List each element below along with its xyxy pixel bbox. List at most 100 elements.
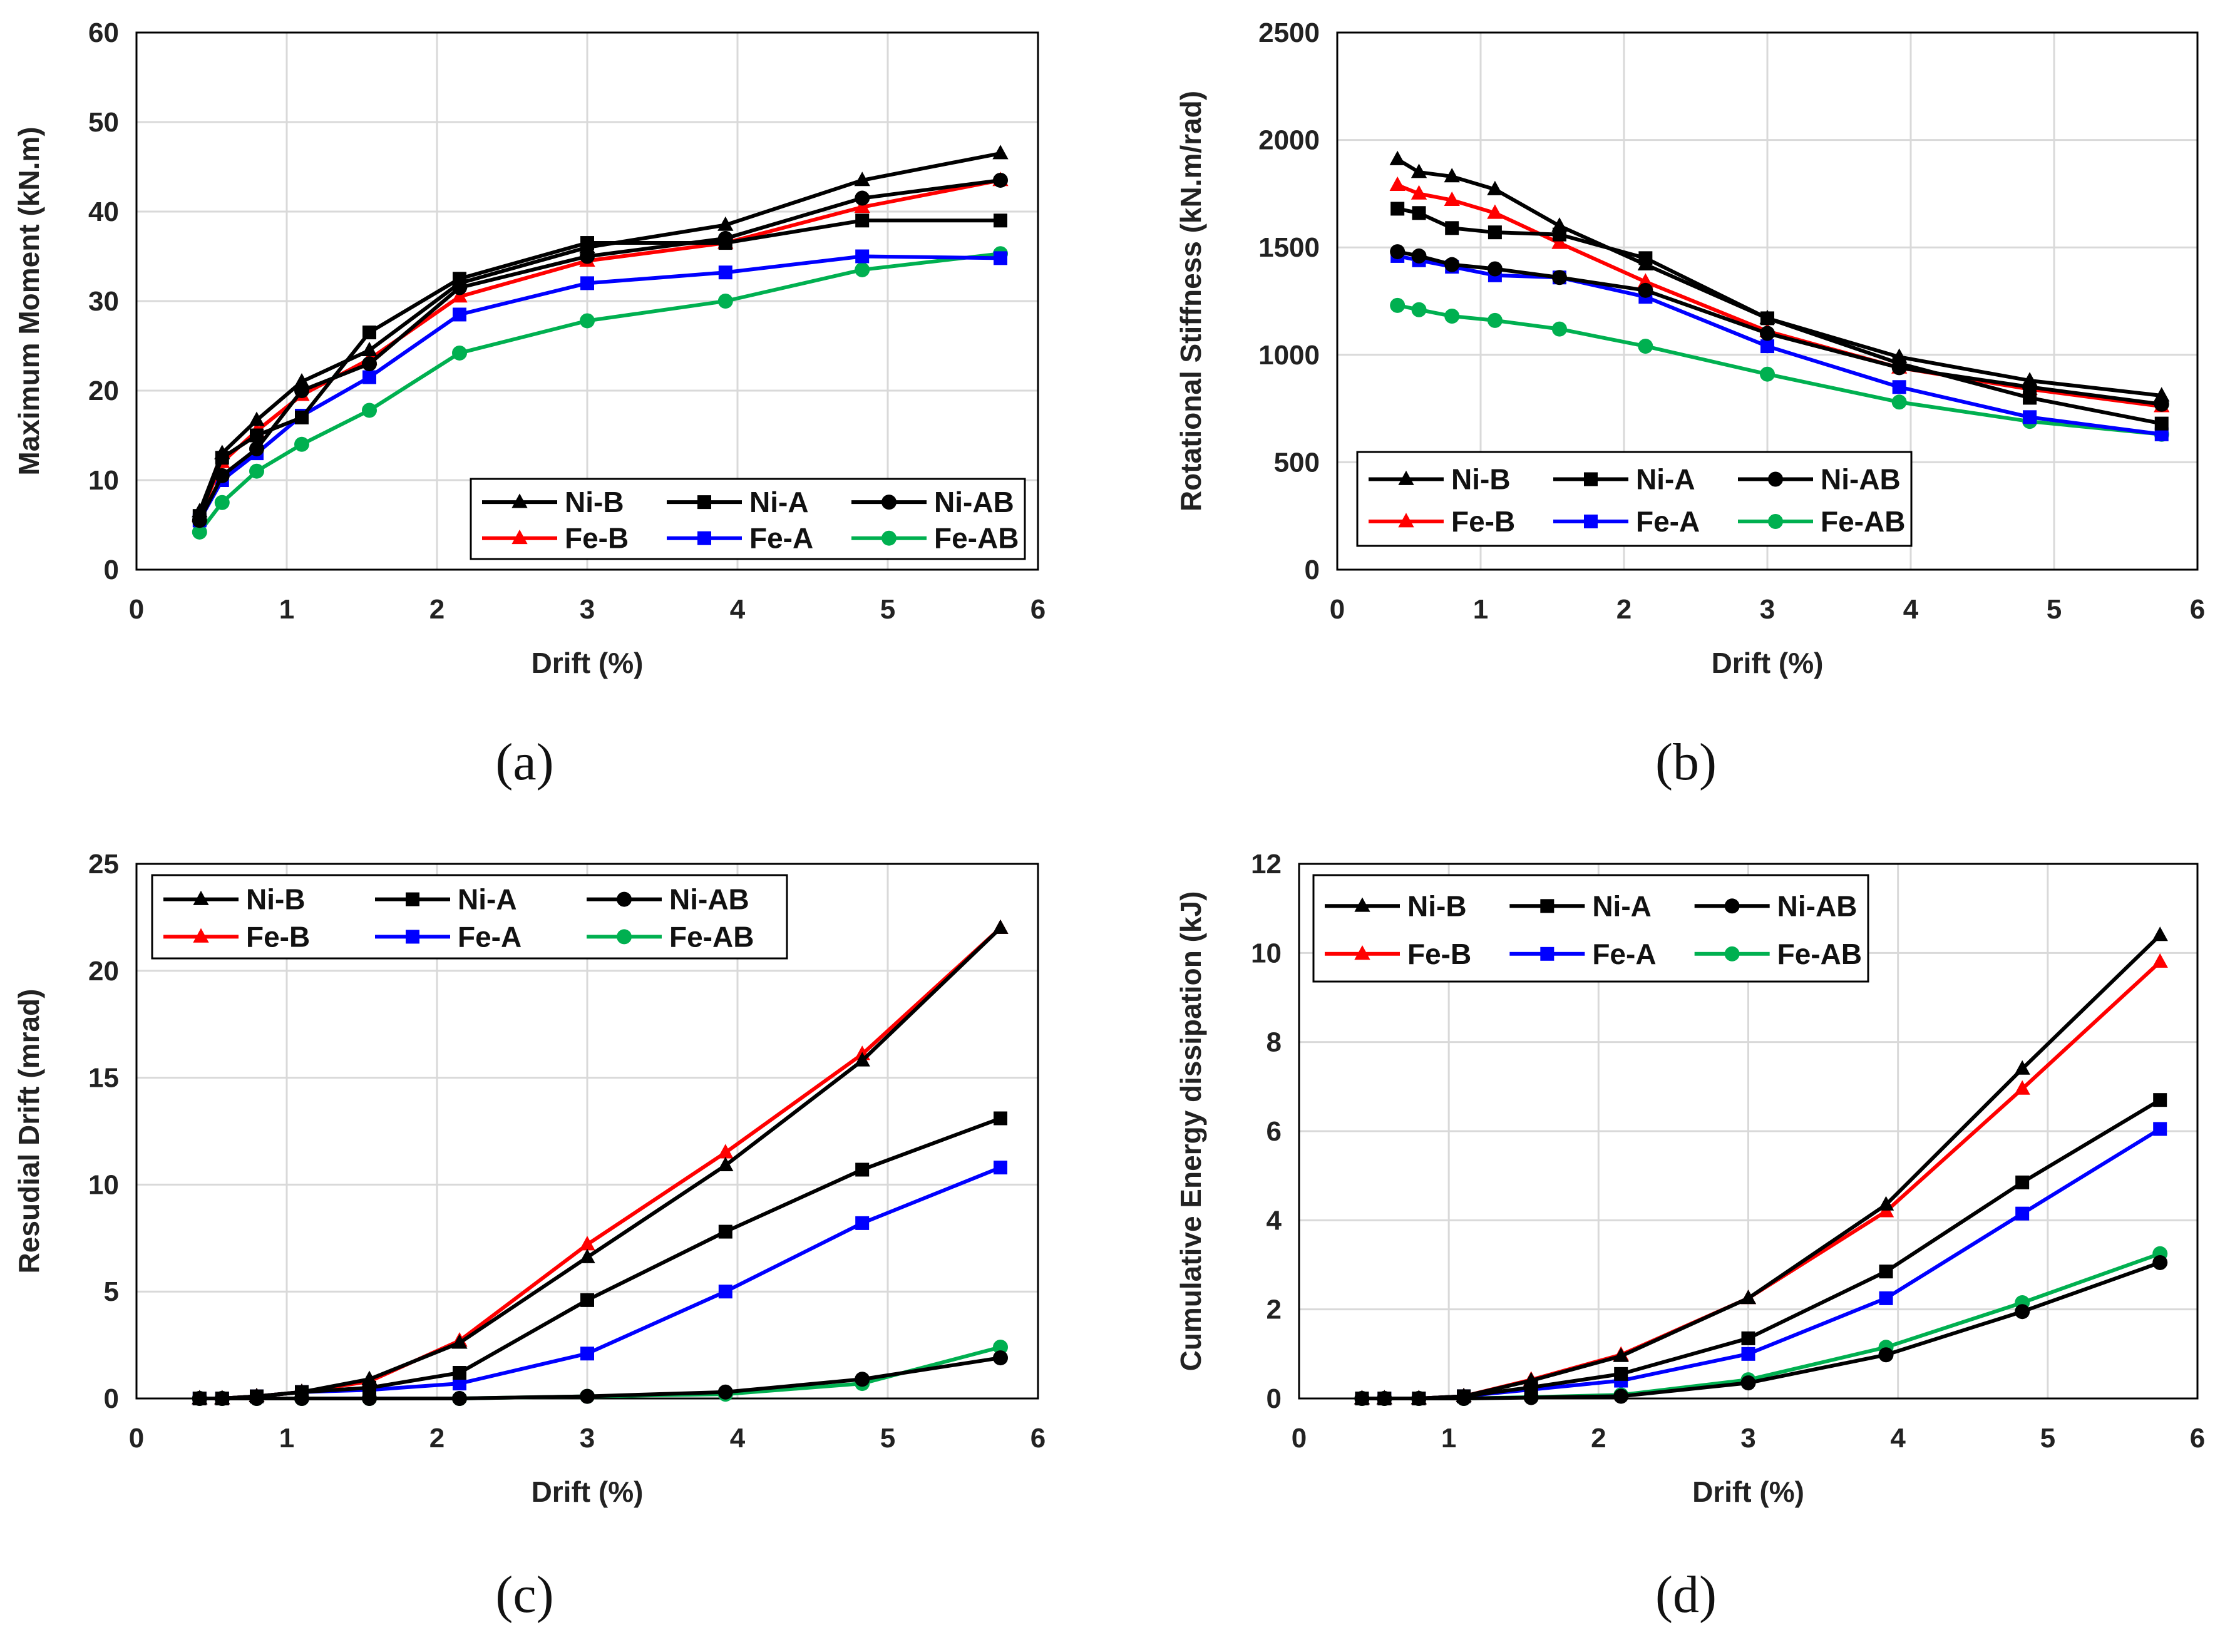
point-fe-b-legend	[1398, 513, 1414, 528]
point-ni-ab-7	[1878, 1347, 1894, 1363]
point-ni-ab-4	[1551, 270, 1567, 285]
point-ni-a-5	[1614, 1367, 1628, 1381]
point-fe-a-5	[453, 307, 466, 322]
y-tick-label-6: 60	[88, 18, 119, 48]
point-fe-a-4	[362, 370, 376, 384]
point-ni-ab-legend	[1768, 471, 1783, 487]
series-fe-b	[1354, 953, 2168, 1405]
series-ni-a	[192, 1111, 1007, 1405]
legend-item-ni-a: Ni-A	[667, 486, 809, 518]
legend-item-ni-a: Ni-A	[375, 883, 517, 916]
legend-box	[1312, 874, 1869, 983]
point-fe-ab-6	[580, 313, 595, 329]
point-ni-b-2	[1411, 1390, 1427, 1405]
x-tick-label-0: 0	[129, 594, 144, 625]
series-fe-b	[192, 172, 1009, 522]
legend-label: Fe-B	[1407, 938, 1471, 970]
legend: Ni-B Ni-A Ni-AB Fe-B Fe-A Fe-AB	[1312, 874, 1869, 983]
point-ni-b-6	[1740, 1290, 1757, 1305]
point-ni-b-2	[249, 411, 265, 426]
point-fe-ab-8	[855, 262, 870, 277]
point-fe-a-5	[453, 1377, 466, 1391]
point-ni-ab-8	[2015, 1304, 2030, 1320]
legend-item-fe-b: Fe-B	[482, 522, 629, 555]
point-fe-b-legend	[193, 928, 209, 943]
point-fe-ab-2	[249, 463, 264, 479]
point-ni-b-legend	[193, 890, 209, 905]
point-fe-ab-7	[1891, 394, 1907, 410]
point-ni-b-9	[2152, 926, 2168, 941]
point-ni-b-6	[1759, 309, 1775, 324]
legend-item-fe-b: Fe-B	[1325, 938, 1471, 970]
point-ni-b-6	[579, 239, 595, 254]
point-ni-a-legend	[697, 495, 711, 510]
point-ni-b-7	[717, 216, 734, 231]
y-tick-label-0: 0	[1267, 1383, 1282, 1414]
series-fe-a	[1390, 249, 2169, 441]
legend-label: Ni-AB	[1821, 463, 1901, 496]
x-axis-title: Drift (%)	[1692, 1475, 1804, 1508]
point-ni-a-6	[580, 1293, 594, 1307]
y-tick-label-2: 4	[1267, 1205, 1282, 1236]
legend-box	[470, 478, 1026, 560]
x-tick-label-5: 5	[2047, 594, 2062, 625]
legend-item-fe-ab: Fe-AB	[851, 522, 1019, 555]
point-ni-b-1	[1411, 163, 1427, 178]
point-ni-b-8	[2022, 372, 2038, 387]
y-tick-label-0: 0	[104, 555, 119, 585]
point-fe-b-legend	[511, 529, 528, 545]
point-fe-ab-legend	[617, 929, 632, 945]
point-ni-b-8	[2014, 1060, 2030, 1075]
legend-item-ni-b: Ni-B	[163, 883, 306, 916]
point-fe-b-7	[717, 1144, 734, 1159]
x-tick-label-0: 0	[129, 1423, 144, 1454]
point-fe-a-8	[855, 249, 870, 264]
point-ni-a-6	[1741, 1331, 1755, 1345]
point-ni-b-1	[214, 444, 230, 459]
y-tick-label-5: 25	[88, 849, 119, 880]
y-tick-label-6: 12	[1251, 849, 1282, 880]
point-fe-b-2	[1444, 191, 1460, 207]
point-ni-b-0	[1389, 150, 1405, 165]
x-tick-label-6: 6	[1030, 1423, 1046, 1454]
x-tick-label-5: 5	[880, 594, 895, 625]
point-fe-ab-4	[1551, 321, 1567, 337]
point-fe-a-7	[718, 265, 732, 280]
point-ni-a-7	[1879, 1265, 1893, 1279]
x-tick-label-2: 2	[429, 594, 445, 625]
y-tick-label-5: 10	[1251, 938, 1282, 968]
x-tick-label-3: 3	[1740, 1423, 1755, 1454]
point-fe-b-4	[1551, 234, 1568, 249]
series-ni-b	[192, 919, 1009, 1405]
series-line-fe-a	[1397, 254, 2162, 436]
point-fe-ab-1	[1411, 302, 1427, 317]
point-ni-b-0	[192, 1390, 208, 1405]
point-ni-ab-legend	[617, 891, 632, 907]
legend-label: Ni-B	[1407, 890, 1467, 922]
x-tick-label-4: 4	[1903, 594, 1919, 625]
legend-label: Fe-B	[1451, 505, 1515, 538]
point-ni-a-3	[295, 410, 309, 424]
legend-label: Fe-A	[749, 522, 813, 555]
series-ni-b	[1354, 926, 2168, 1405]
series-ni-a	[1390, 202, 2169, 431]
series-line-fe-ab	[1362, 1251, 2161, 1400]
y-tick-label-4: 40	[88, 197, 119, 227]
point-ni-a-9	[2153, 1093, 2167, 1107]
legend-item-fe-a: Fe-A	[1553, 505, 1700, 538]
legend-box	[151, 874, 788, 960]
point-fe-a-8	[2015, 1206, 2030, 1221]
point-ni-ab-1	[1411, 248, 1427, 264]
x-tick-label-4: 4	[730, 594, 746, 625]
point-ni-ab-6	[1740, 1375, 1756, 1391]
legend-label: Ni-A	[458, 883, 517, 916]
chart-panel-2: 0 1 2 3 4 5 6 0 5 10 15 20 25 Drift (%) Resudial Drift…	[13, 849, 1046, 1624]
point-ni-a-9	[994, 1111, 1007, 1126]
legend-label: Ni-A	[749, 486, 809, 518]
point-fe-ab-legend	[1724, 946, 1740, 962]
point-ni-b-9	[2154, 387, 2170, 402]
x-tick-label-5: 5	[2040, 1423, 2055, 1454]
y-tick-label-1: 2	[1267, 1295, 1282, 1325]
legend-item-ni-a: Ni-A	[1509, 890, 1652, 922]
